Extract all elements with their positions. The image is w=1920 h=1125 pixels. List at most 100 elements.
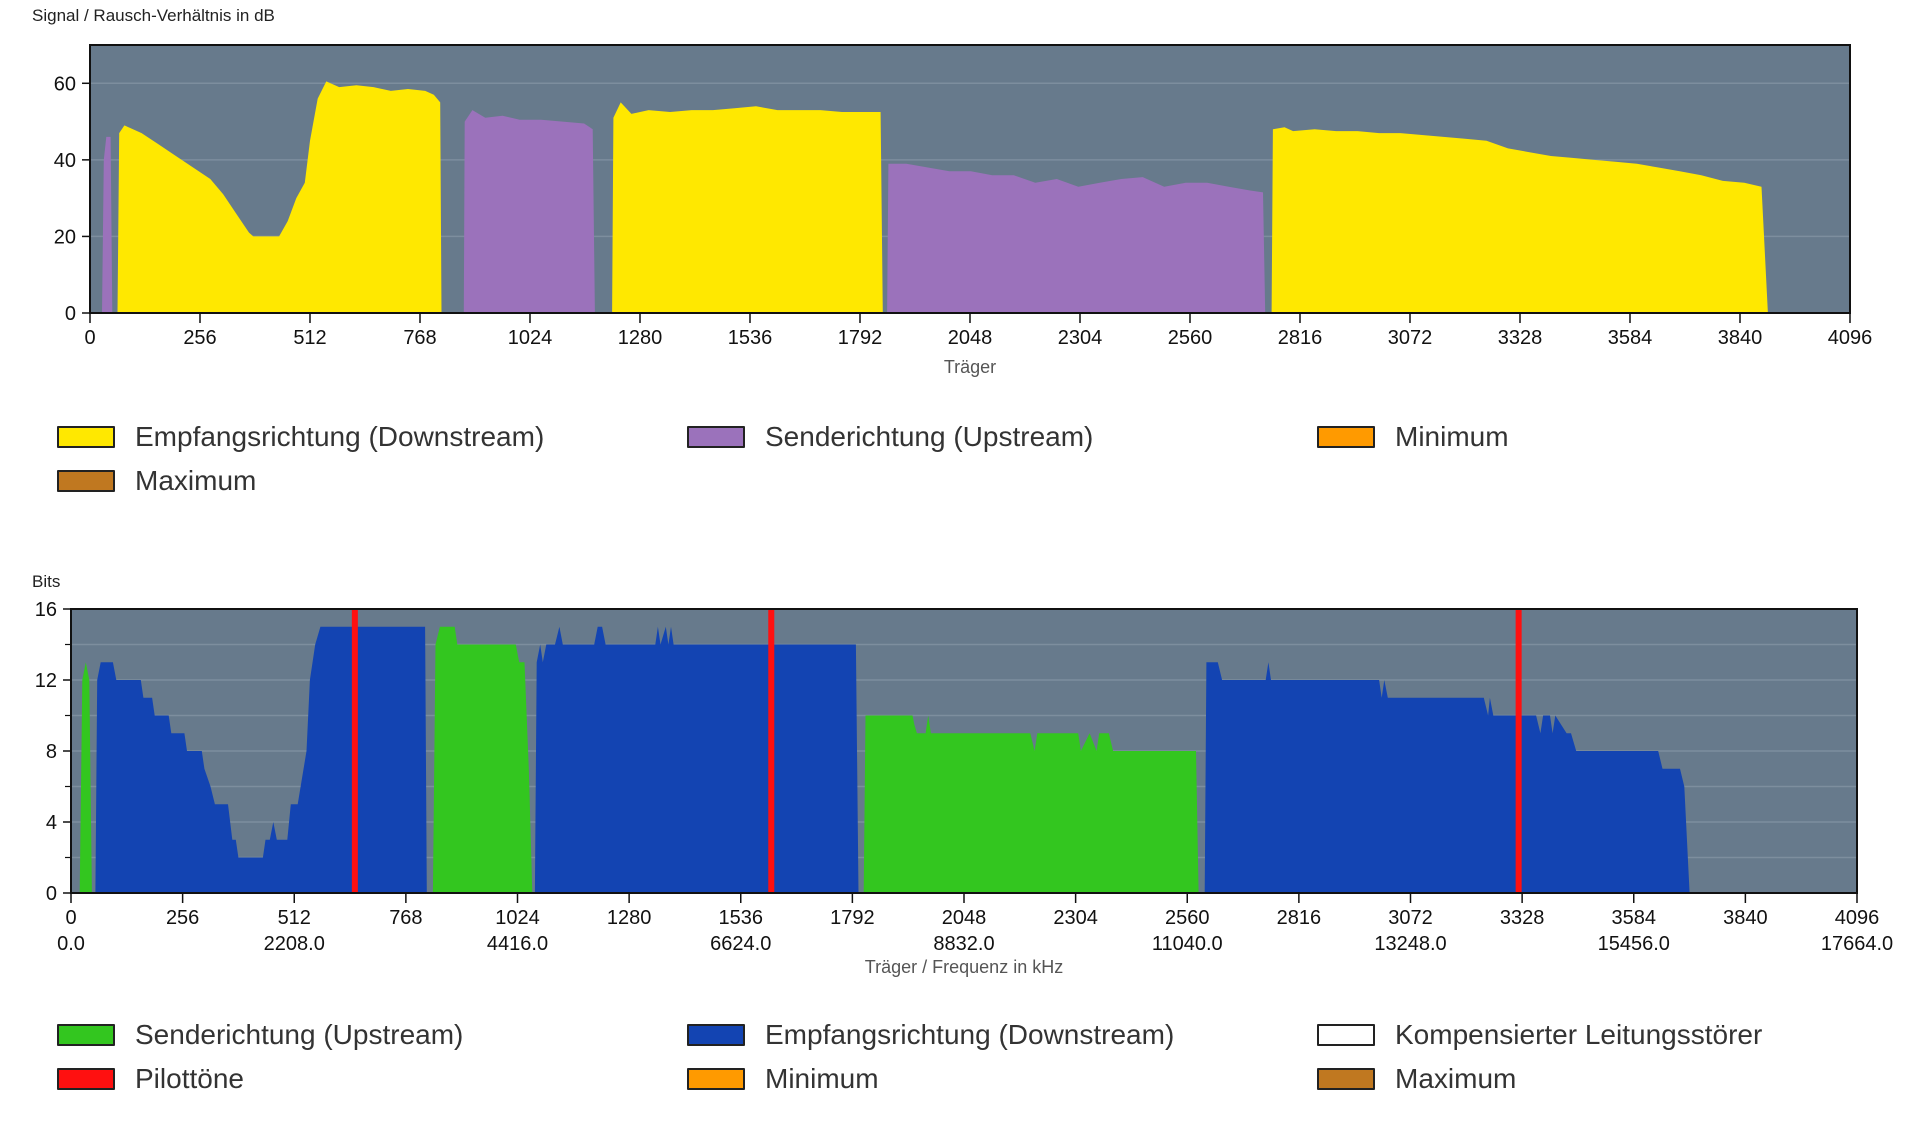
y-tick-label: 4 bbox=[46, 812, 57, 834]
series-area-upstream bbox=[102, 136, 114, 313]
x-tick-label: 1536 bbox=[719, 907, 764, 929]
x-freq-tick-label: 17664.0 bbox=[1821, 933, 1893, 955]
x-tick-label: 1024 bbox=[495, 907, 540, 929]
y-tick-label: 16 bbox=[35, 599, 57, 621]
series-area-upstream bbox=[863, 715, 1199, 893]
swatch-minimum bbox=[687, 1068, 745, 1090]
pilot-tone-line bbox=[351, 609, 358, 893]
x-tick-label: 3072 bbox=[1388, 327, 1433, 349]
snr-legend: Empfangsrichtung (Downstream) Sendericht… bbox=[57, 420, 1920, 498]
x-tick-label: 256 bbox=[166, 907, 199, 929]
x-freq-tick-label: 4416.0 bbox=[487, 933, 548, 955]
x-tick-label: 512 bbox=[278, 907, 311, 929]
x-tick-label: 2560 bbox=[1165, 907, 1210, 929]
x-freq-tick-label: 8832.0 bbox=[933, 933, 994, 955]
swatch-compensated bbox=[1317, 1024, 1375, 1046]
legend-label: Empfangsrichtung (Downstream) bbox=[135, 421, 545, 452]
legend-item-compensated[interactable]: Kompensierter Leitungsstörer bbox=[1317, 1018, 1920, 1052]
x-tick-label: 0 bbox=[84, 327, 95, 349]
x-tick-label: 2816 bbox=[1278, 327, 1323, 349]
legend-label: Empfangsrichtung (Downstream) bbox=[765, 1019, 1175, 1050]
x-tick-label: 3584 bbox=[1612, 907, 1657, 929]
x-tick-label: 3072 bbox=[1388, 907, 1433, 929]
pilot-tone-line bbox=[768, 609, 775, 893]
x-tick-label: 1792 bbox=[830, 907, 875, 929]
x-tick-label: 4096 bbox=[1828, 327, 1873, 349]
swatch-minimum bbox=[1317, 426, 1375, 448]
x-tick-label: 1024 bbox=[508, 327, 553, 349]
pilot-tone-line bbox=[1515, 609, 1522, 893]
x-tick-label: 2816 bbox=[1277, 907, 1322, 929]
x-tick-label: 2304 bbox=[1058, 327, 1103, 349]
series-area-downstream bbox=[95, 626, 427, 893]
x-freq-tick-label: 0.0 bbox=[57, 933, 85, 955]
series-area-downstream bbox=[612, 102, 883, 314]
x-tick-label: 0 bbox=[65, 907, 76, 929]
x-axis-title: Träger bbox=[944, 357, 996, 377]
legend-item-pilot[interactable]: Pilottöne bbox=[57, 1062, 687, 1096]
swatch-maximum bbox=[1317, 1068, 1375, 1090]
y-tick-label: 20 bbox=[54, 226, 76, 248]
x-tick-label: 1536 bbox=[728, 327, 773, 349]
series-area-downstream bbox=[1271, 127, 1768, 313]
swatch-maximum bbox=[57, 470, 115, 492]
legend-label: Pilottöne bbox=[135, 1063, 244, 1094]
x-freq-tick-label: 13248.0 bbox=[1374, 933, 1446, 955]
legend-item-upstream[interactable]: Senderichtung (Upstream) bbox=[687, 420, 1317, 454]
legend-label: Maximum bbox=[135, 465, 257, 496]
snr-chart-title: Signal / Rausch-Verhältnis in dB bbox=[32, 6, 275, 25]
x-tick-label: 2304 bbox=[1053, 907, 1098, 929]
legend-label: Maximum bbox=[1395, 1063, 1517, 1094]
x-tick-label: 3840 bbox=[1723, 907, 1768, 929]
x-tick-label: 2048 bbox=[948, 327, 993, 349]
x-tick-label: 2048 bbox=[942, 907, 987, 929]
swatch-upstream bbox=[687, 426, 745, 448]
legend-item-maximum[interactable]: Maximum bbox=[57, 464, 687, 498]
snr-chart: 0 20 40 60 0 256 512 768 1024 1280 1536 1792 2048 230… bbox=[54, 44, 1873, 377]
legend-label: Senderichtung (Upstream) bbox=[135, 1019, 464, 1050]
bits-legend: Senderichtung (Upstream) Empfangsrichtun… bbox=[57, 1018, 1920, 1096]
y-tick-label: 12 bbox=[35, 670, 57, 692]
y-tick-label: 40 bbox=[54, 150, 76, 172]
series-area-downstream bbox=[117, 81, 442, 314]
legend-label: Kompensierter Leitungsstörer bbox=[1395, 1019, 1763, 1050]
series-area-upstream bbox=[887, 163, 1266, 313]
x-tick-label: 1792 bbox=[838, 327, 883, 349]
series-area-upstream bbox=[463, 110, 595, 313]
legend-item-minimum[interactable]: Minimum bbox=[1317, 420, 1920, 454]
legend-item-downstream[interactable]: Empfangsrichtung (Downstream) bbox=[57, 420, 687, 454]
y-tick-label: 60 bbox=[54, 73, 76, 95]
legend-item-minimum[interactable]: Minimum bbox=[687, 1062, 1317, 1096]
swatch-downstream bbox=[57, 426, 115, 448]
legend-label: Senderichtung (Upstream) bbox=[765, 421, 1094, 452]
x-tick-label: 512 bbox=[293, 327, 326, 349]
bits-chart: 0 4 8 12 16 0 256 512 768 1024 1280 1536 1792 2048 230… bbox=[35, 599, 1893, 977]
x-freq-tick-label: 2208.0 bbox=[264, 933, 325, 955]
legend-item-downstream[interactable]: Empfangsrichtung (Downstream) bbox=[687, 1018, 1317, 1052]
x-tick-label: 3584 bbox=[1608, 327, 1653, 349]
series-area-downstream bbox=[1204, 662, 1690, 893]
x-tick-label: 256 bbox=[183, 327, 216, 349]
x-tick-label: 3840 bbox=[1718, 327, 1763, 349]
x-freq-tick-label: 6624.0 bbox=[710, 933, 771, 955]
y-tick-label: 8 bbox=[46, 741, 57, 763]
series-area-downstream bbox=[534, 626, 859, 893]
legend-item-maximum[interactable]: Maximum bbox=[1317, 1062, 1920, 1096]
series-area-upstream bbox=[432, 626, 533, 893]
x-freq-tick-label: 15456.0 bbox=[1598, 933, 1670, 955]
y-tick-label: 0 bbox=[65, 303, 76, 325]
x-tick-label: 3328 bbox=[1500, 907, 1545, 929]
y-tick-label: 0 bbox=[46, 883, 57, 905]
swatch-pilot bbox=[57, 1068, 115, 1090]
x-tick-label: 1280 bbox=[618, 327, 663, 349]
legend-label: Minimum bbox=[765, 1063, 879, 1094]
bits-chart-title: Bits bbox=[32, 572, 61, 591]
series-area-upstream bbox=[79, 662, 92, 893]
x-tick-label: 1280 bbox=[607, 907, 652, 929]
swatch-downstream bbox=[687, 1024, 745, 1046]
x-freq-tick-label: 11040.0 bbox=[1152, 933, 1223, 955]
swatch-upstream bbox=[57, 1024, 115, 1046]
legend-item-upstream[interactable]: Senderichtung (Upstream) bbox=[57, 1018, 687, 1052]
x-tick-label: 3328 bbox=[1498, 327, 1543, 349]
x-axis-title: Träger / Frequenz in kHz bbox=[865, 957, 1063, 977]
